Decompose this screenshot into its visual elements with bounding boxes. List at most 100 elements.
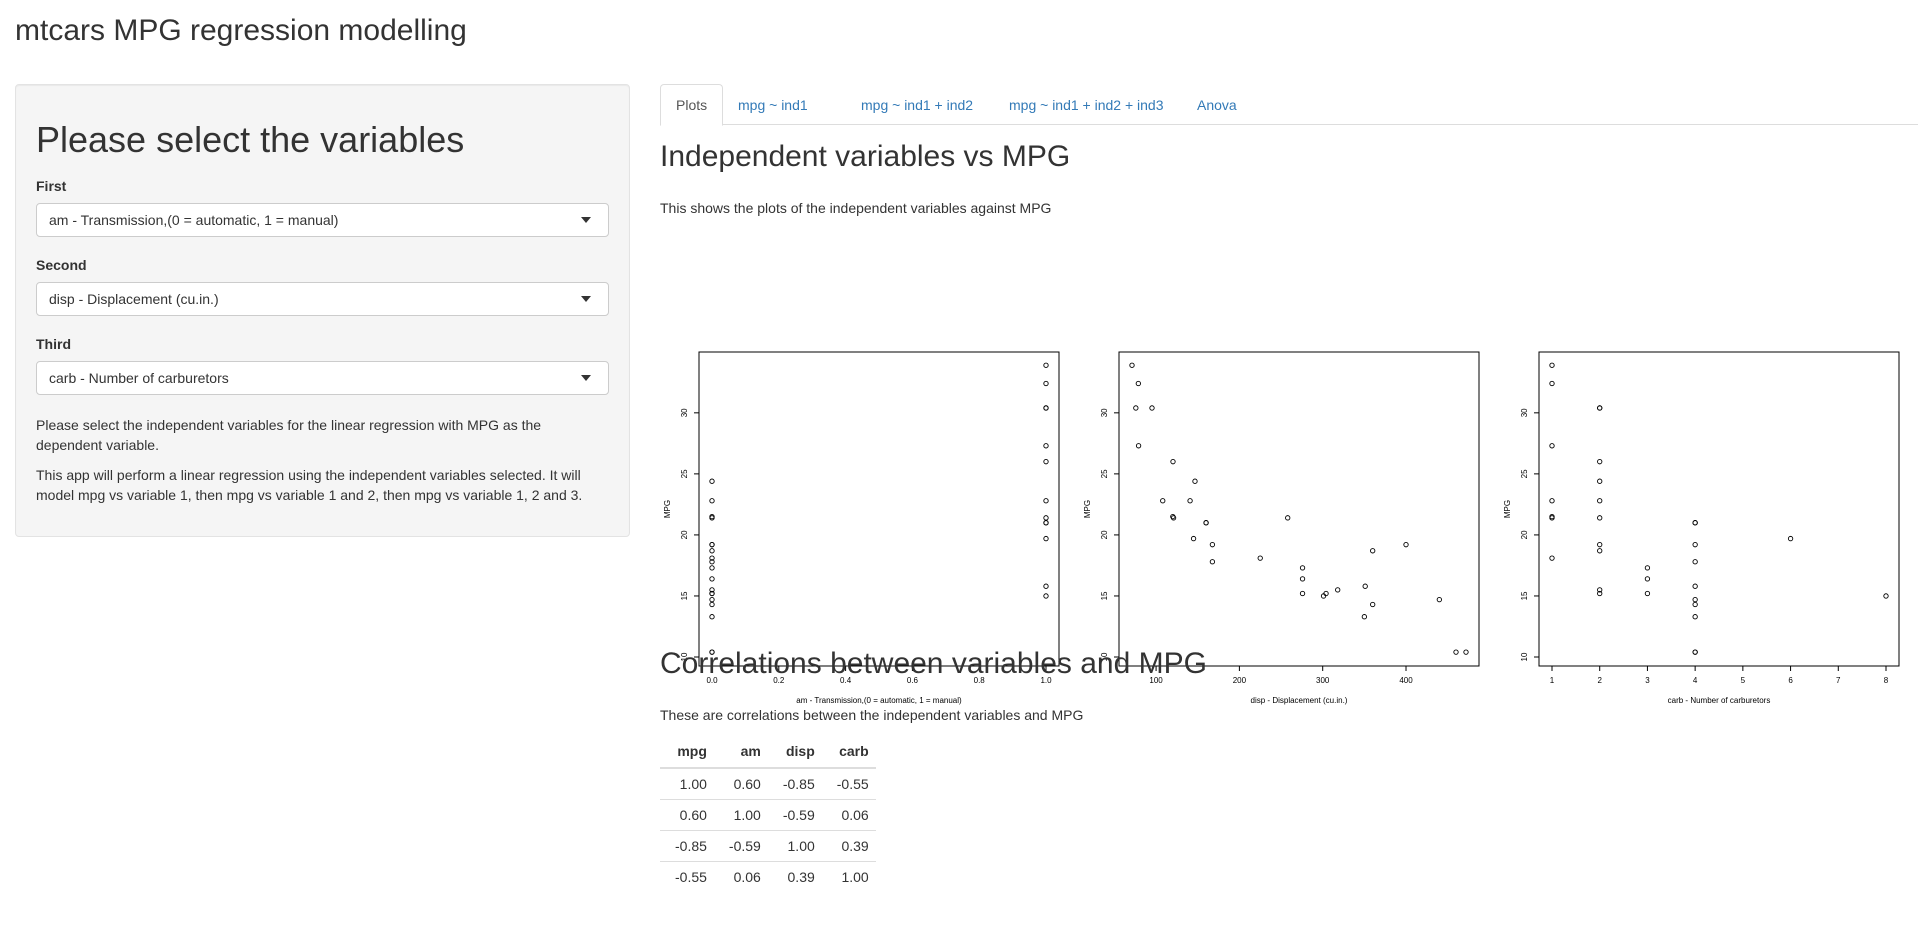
data-point [1692, 601, 1698, 608]
scatter-plot-am: 0.0 0.2 0.4 0.6 0.8 1.0 10 15 20 25 30 am - Transmi… [660, 264, 1060, 714]
data-point [1043, 362, 1049, 368]
data-point [1692, 559, 1698, 565]
x-tick-label: 2 [1597, 676, 1602, 685]
y-tick-label: 15 [680, 591, 689, 600]
second-variable-value: disp - Displacement (cu.in.) [49, 290, 219, 307]
data-point [1644, 565, 1651, 571]
data-point [1644, 576, 1651, 582]
table-row: -0.85 -0.59 1.00 0.39 [660, 829, 876, 861]
second-variable-select[interactable]: disp - Displacement (cu.in.) [36, 281, 609, 316]
data-point [1043, 380, 1049, 387]
first-variable-label: First [36, 177, 67, 194]
x-tick-label: 200 [1233, 676, 1247, 685]
table-header-row: mpg am disp carb [660, 735, 876, 769]
table-cell: 0.60 [713, 767, 768, 799]
caret-down-icon [581, 216, 591, 223]
first-variable-value: am - Transmission,(0 = automatic, 1 = ma… [49, 211, 339, 228]
data-point [709, 587, 715, 593]
data-point [1133, 405, 1139, 411]
caret-down-icon [581, 295, 591, 302]
data-point [1549, 498, 1555, 504]
y-tick-label: 10 [1100, 652, 1109, 661]
data-point [1129, 362, 1135, 368]
y-tick-label: 30 [1100, 408, 1109, 417]
table-cell: 0.06 [713, 860, 768, 892]
third-variable-field: Third carb - Number of carburetors [36, 336, 609, 395]
caret-down-icon [581, 374, 591, 381]
tab-mpg-ind1-ind2[interactable]: mpg ~ ind1 + ind2 [861, 97, 974, 113]
main-panel: Plots mpg ~ ind1 mpg ~ ind1 + ind2 mpg ~… [660, 84, 1920, 892]
y-tick-label: 15 [1100, 591, 1109, 600]
data-point [1549, 443, 1555, 449]
y-tick-label: 25 [680, 469, 689, 478]
data-point [709, 513, 715, 520]
data-point [1549, 555, 1555, 561]
tab-plots[interactable]: Plots [660, 84, 724, 126]
data-point [709, 614, 715, 620]
data-point [1043, 593, 1049, 599]
data-point [1692, 614, 1698, 620]
scatter-plot-disp: 100 200 300 400 10 15 20 25 30 disp - Displacemen… [1080, 264, 1480, 714]
third-variable-select[interactable]: carb - Number of carburetors [36, 360, 609, 395]
x-axis-label: carb - Number of carburetors [1668, 696, 1771, 705]
column-header-carb: carb [821, 735, 876, 769]
data-point [1549, 362, 1555, 368]
y-axis-label: MPG [1083, 500, 1092, 518]
x-tick-label: 4 [1693, 676, 1698, 685]
y-tick-label: 15 [1520, 591, 1529, 600]
column-header-disp: disp [767, 735, 822, 769]
data-point [1883, 593, 1889, 599]
data-point [1043, 520, 1049, 526]
table-cell: -0.55 [660, 860, 714, 892]
third-variable-label: Third [36, 335, 71, 352]
x-tick-label: 0.0 [706, 676, 718, 685]
data-point [1299, 590, 1306, 597]
data-point [709, 498, 715, 504]
table-cell: 1.00 [821, 860, 876, 892]
second-variable-field: Second disp - Displacement (cu.in.) [36, 257, 609, 316]
table-cell: -0.59 [767, 798, 822, 830]
plot-frame [698, 351, 1060, 667]
help-text-description: This app will perform a linear regressio… [36, 466, 583, 503]
data-point [1644, 590, 1651, 597]
data-point [1257, 555, 1263, 561]
x-tick-label: 8 [1884, 676, 1889, 685]
x-tick-label: 100 [1149, 676, 1163, 685]
data-point [1149, 405, 1155, 411]
table-cell: -0.55 [821, 767, 876, 799]
correlation-table-header: mpg am disp carb [660, 735, 876, 769]
second-variable-label: Second [36, 256, 87, 273]
tab-mpg-ind1-ind2-ind3[interactable]: mpg ~ ind1 + ind2 + ind3 [1009, 97, 1164, 113]
y-tick-label: 25 [1100, 469, 1109, 478]
x-tick-label: 300 [1316, 676, 1330, 685]
tab-mpg-ind1[interactable]: mpg ~ ind1 [738, 97, 808, 113]
tab-anova[interactable]: Anova [1197, 97, 1237, 113]
x-tick-label: 1.0 [1040, 676, 1052, 685]
data-point [709, 478, 715, 484]
table-cell: -0.59 [713, 829, 768, 861]
table-row: 1.00 0.60 -0.85 -0.55 [660, 767, 876, 799]
data-point [1043, 459, 1049, 465]
first-variable-select[interactable]: am - Transmission,(0 = automatic, 1 = ma… [36, 202, 609, 237]
x-tick-label: 0.4 [840, 676, 852, 685]
correlation-table: mpg am disp carb 1.00 0.60 -0.85 -0.55 0… [660, 735, 876, 892]
data-point [1787, 535, 1794, 542]
data-point [1043, 498, 1049, 504]
data-point [1187, 498, 1193, 504]
table-cell: 0.39 [821, 829, 876, 861]
data-point [1299, 565, 1306, 571]
data-point [1453, 649, 1459, 655]
y-tick-label: 25 [1520, 469, 1529, 478]
data-point [709, 649, 715, 655]
data-point [1190, 535, 1197, 542]
data-point [1361, 614, 1368, 620]
data-point [1597, 478, 1603, 484]
plots-section-description: This shows the plots of the independent … [660, 200, 1052, 216]
x-tick-label: 0.8 [974, 676, 986, 685]
data-point [1403, 542, 1409, 548]
scatter-plot-disp-svg: 100 200 300 400 10 15 20 25 30 disp - Displacemen… [1083, 351, 1480, 705]
x-tick-label: 7 [1836, 676, 1841, 685]
table-cell: 1.00 [767, 829, 822, 861]
data-point [1549, 513, 1555, 520]
